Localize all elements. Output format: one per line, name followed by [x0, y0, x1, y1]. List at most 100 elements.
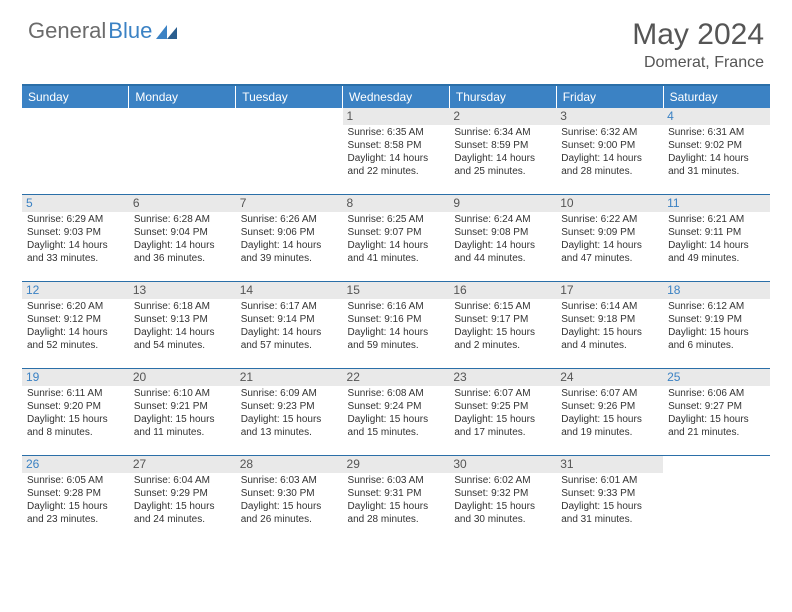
daylight-text: and 15 minutes. — [348, 427, 445, 440]
sunrise-text: Sunrise: 6:01 AM — [561, 475, 658, 488]
day-number: 11 — [663, 195, 770, 212]
day-number: 6 — [129, 195, 236, 212]
sunset-text: Sunset: 9:30 PM — [241, 488, 338, 501]
sunrise-text: Sunrise: 6:22 AM — [561, 214, 658, 227]
day-number: 21 — [236, 369, 343, 386]
daylight-text: Daylight: 14 hours — [668, 240, 765, 253]
sunset-text: Sunset: 9:23 PM — [241, 401, 338, 414]
sunrise-text: Sunrise: 6:09 AM — [241, 388, 338, 401]
sunset-text: Sunset: 9:13 PM — [134, 314, 231, 327]
sunrise-text: Sunrise: 6:34 AM — [454, 127, 551, 140]
sunrise-text: Sunrise: 6:21 AM — [668, 214, 765, 227]
day-number: 3 — [556, 108, 663, 125]
daylight-text: and 31 minutes. — [561, 514, 658, 527]
day-number: 17 — [556, 282, 663, 299]
weekday-header: Wednesday — [343, 86, 450, 108]
day-number: 7 — [236, 195, 343, 212]
day-number: 19 — [22, 369, 129, 386]
daylight-text: and 28 minutes. — [348, 514, 445, 527]
calendar-day: 14Sunrise: 6:17 AMSunset: 9:14 PMDayligh… — [236, 282, 343, 368]
daylight-text: Daylight: 15 hours — [348, 414, 445, 427]
title-block: May 2024 Domerat, France — [632, 18, 764, 72]
daylight-text: Daylight: 15 hours — [454, 414, 551, 427]
daylight-text: Daylight: 15 hours — [561, 414, 658, 427]
daylight-text: Daylight: 15 hours — [134, 501, 231, 514]
daylight-text: and 11 minutes. — [134, 427, 231, 440]
sunset-text: Sunset: 9:25 PM — [454, 401, 551, 414]
daylight-text: Daylight: 15 hours — [561, 501, 658, 514]
sunrise-text: Sunrise: 6:07 AM — [454, 388, 551, 401]
weekday-header: Saturday — [663, 86, 770, 108]
daylight-text: and 22 minutes. — [348, 166, 445, 179]
daylight-text: and 2 minutes. — [454, 340, 551, 353]
day-number: 25 — [663, 369, 770, 386]
daylight-text: Daylight: 15 hours — [241, 414, 338, 427]
calendar-day: 2Sunrise: 6:34 AMSunset: 8:59 PMDaylight… — [449, 108, 556, 194]
month-title: May 2024 — [632, 18, 764, 52]
sunset-text: Sunset: 9:27 PM — [668, 401, 765, 414]
calendar-week: 19Sunrise: 6:11 AMSunset: 9:20 PMDayligh… — [22, 369, 770, 455]
sunrise-text: Sunrise: 6:29 AM — [27, 214, 124, 227]
daylight-text: Daylight: 14 hours — [454, 240, 551, 253]
daylight-text: and 33 minutes. — [27, 253, 124, 266]
daylight-text: Daylight: 15 hours — [454, 327, 551, 340]
daylight-text: Daylight: 14 hours — [561, 240, 658, 253]
daylight-text: Daylight: 15 hours — [348, 501, 445, 514]
daylight-text: Daylight: 15 hours — [668, 327, 765, 340]
logo: GeneralBlue — [28, 18, 178, 44]
sunrise-text: Sunrise: 6:20 AM — [27, 301, 124, 314]
sunrise-text: Sunrise: 6:12 AM — [668, 301, 765, 314]
sunrise-text: Sunrise: 6:05 AM — [27, 475, 124, 488]
calendar-day: 11Sunrise: 6:21 AMSunset: 9:11 PMDayligh… — [663, 195, 770, 281]
sunset-text: Sunset: 9:06 PM — [241, 227, 338, 240]
sunset-text: Sunset: 9:17 PM — [454, 314, 551, 327]
daylight-text: and 41 minutes. — [348, 253, 445, 266]
daylight-text: and 6 minutes. — [668, 340, 765, 353]
day-number: 31 — [556, 456, 663, 473]
sunset-text: Sunset: 9:18 PM — [561, 314, 658, 327]
daylight-text: and 4 minutes. — [561, 340, 658, 353]
sunrise-text: Sunrise: 6:28 AM — [134, 214, 231, 227]
sunrise-text: Sunrise: 6:06 AM — [668, 388, 765, 401]
daylight-text: Daylight: 14 hours — [241, 240, 338, 253]
sunset-text: Sunset: 8:58 PM — [348, 140, 445, 153]
sunrise-text: Sunrise: 6:02 AM — [454, 475, 551, 488]
sunset-text: Sunset: 9:24 PM — [348, 401, 445, 414]
sunset-text: Sunset: 9:07 PM — [348, 227, 445, 240]
sunrise-text: Sunrise: 6:17 AM — [241, 301, 338, 314]
calendar-day: 12Sunrise: 6:20 AMSunset: 9:12 PMDayligh… — [22, 282, 129, 368]
sunset-text: Sunset: 9:09 PM — [561, 227, 658, 240]
weekday-header: Monday — [129, 86, 236, 108]
daylight-text: Daylight: 14 hours — [134, 327, 231, 340]
calendar-day: 25Sunrise: 6:06 AMSunset: 9:27 PMDayligh… — [663, 369, 770, 455]
sunrise-text: Sunrise: 6:26 AM — [241, 214, 338, 227]
day-number: 13 — [129, 282, 236, 299]
calendar-day: 19Sunrise: 6:11 AMSunset: 9:20 PMDayligh… — [22, 369, 129, 455]
daylight-text: and 31 minutes. — [668, 166, 765, 179]
daylight-text: and 17 minutes. — [454, 427, 551, 440]
daylight-text: and 25 minutes. — [454, 166, 551, 179]
weekday-header: Friday — [556, 86, 663, 108]
calendar-day: 17Sunrise: 6:14 AMSunset: 9:18 PMDayligh… — [556, 282, 663, 368]
daylight-text: Daylight: 14 hours — [348, 240, 445, 253]
daylight-text: and 19 minutes. — [561, 427, 658, 440]
day-number: 8 — [343, 195, 450, 212]
calendar-day: 20Sunrise: 6:10 AMSunset: 9:21 PMDayligh… — [129, 369, 236, 455]
daylight-text: and 30 minutes. — [454, 514, 551, 527]
sunset-text: Sunset: 9:26 PM — [561, 401, 658, 414]
day-number: 12 — [22, 282, 129, 299]
sunrise-text: Sunrise: 6:15 AM — [454, 301, 551, 314]
sunset-text: Sunset: 9:32 PM — [454, 488, 551, 501]
location: Domerat, France — [632, 54, 764, 72]
day-number: 20 — [129, 369, 236, 386]
calendar-day: 24Sunrise: 6:07 AMSunset: 9:26 PMDayligh… — [556, 369, 663, 455]
calendar-day: 1Sunrise: 6:35 AMSunset: 8:58 PMDaylight… — [343, 108, 450, 194]
calendar-day: 29Sunrise: 6:03 AMSunset: 9:31 PMDayligh… — [343, 456, 450, 542]
sunrise-text: Sunrise: 6:25 AM — [348, 214, 445, 227]
daylight-text: and 21 minutes. — [668, 427, 765, 440]
sunset-text: Sunset: 9:00 PM — [561, 140, 658, 153]
calendar-week: 26Sunrise: 6:05 AMSunset: 9:28 PMDayligh… — [22, 456, 770, 542]
day-number: 1 — [343, 108, 450, 125]
calendar-day: . — [236, 108, 343, 194]
calendar-week: ...1Sunrise: 6:35 AMSunset: 8:58 PMDayli… — [22, 108, 770, 194]
